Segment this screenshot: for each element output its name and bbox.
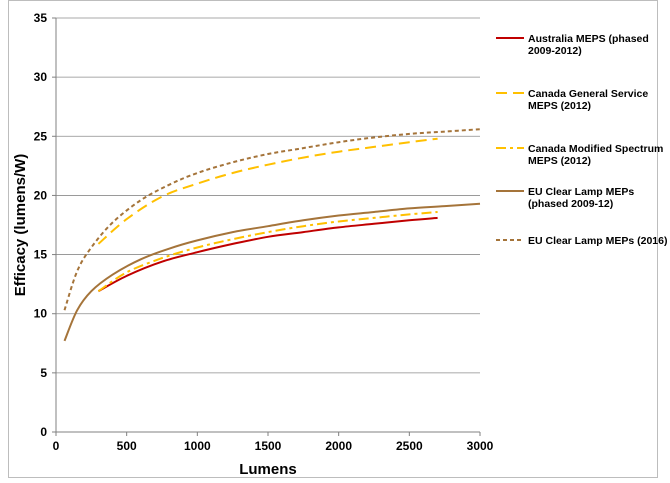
legend-label: Canada General Service [528, 88, 648, 100]
x-tick-label: 1000 [184, 439, 211, 453]
axes [52, 17, 481, 436]
legend-label: MEPS (2012) [528, 155, 591, 167]
series-line [97, 211, 438, 293]
x-tick-label: 2500 [396, 439, 423, 453]
legend-label: EU Clear Lamp MEPs (2016) [528, 235, 667, 247]
x-tick-label: 1500 [255, 439, 282, 453]
y-tick-label: 30 [34, 70, 48, 84]
series-line [97, 137, 438, 245]
legend-label: 2009-2012) [528, 45, 582, 57]
y-tick-label: 0 [40, 425, 47, 439]
x-tick-label: 500 [117, 439, 137, 453]
y-axis-title: Efficacy (lumens/W) [12, 154, 29, 297]
y-tick-label: 15 [34, 248, 48, 262]
tick-labels: 0 5 10 15 20 25 30 35 0 500 1000 1500 2000 2500 3000 [34, 11, 494, 453]
legend-label: Australia MEPS (phased [528, 33, 649, 45]
y-tick-label: 10 [34, 307, 48, 321]
x-tick-label: 0 [53, 439, 60, 453]
legend-label: Canada Modified Spectrum [528, 143, 663, 155]
series-line [63, 202, 481, 342]
x-tick-label: 3000 [467, 439, 494, 453]
series-lines [63, 128, 481, 342]
gridlines [56, 17, 480, 374]
y-tick-label: 35 [34, 11, 48, 25]
x-axis-title: Lumens [239, 461, 297, 478]
legend-label: MEPS (2012) [528, 100, 591, 112]
legend-label: EU Clear Lamp MEPs [528, 186, 634, 198]
series-line [63, 128, 481, 311]
legend-label: (phased 2009-12) [528, 198, 613, 210]
y-tick-label: 25 [34, 129, 48, 143]
y-tick-label: 5 [40, 366, 47, 380]
y-tick-label: 20 [34, 188, 48, 202]
series-line [97, 216, 438, 293]
chart-frame [8, 0, 658, 478]
x-tick-label: 2000 [325, 439, 352, 453]
